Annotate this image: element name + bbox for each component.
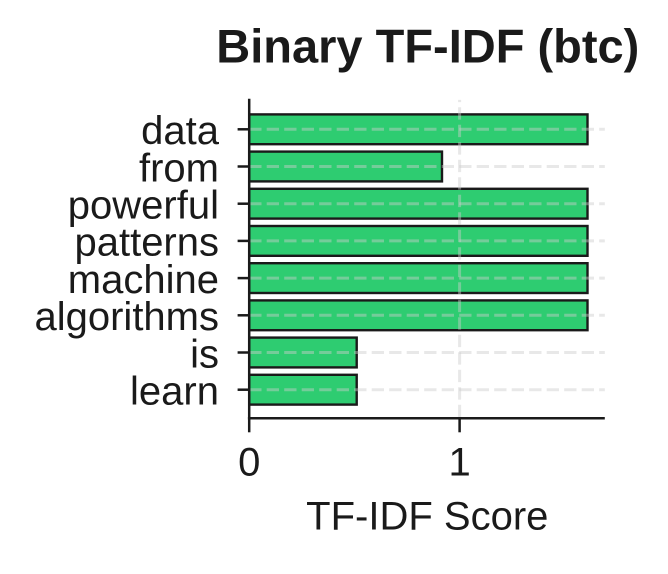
svg-text:1: 1 [448,441,470,485]
svg-text:patterns: patterns [74,221,219,265]
svg-text:data: data [141,109,220,153]
svg-text:is: is [190,332,219,376]
svg-text:algorithms: algorithms [34,295,219,339]
svg-text:learn: learn [130,370,219,414]
svg-text:machine: machine [68,258,219,302]
svg-text:0: 0 [238,441,260,485]
svg-text:TF-IDF Score: TF-IDF Score [306,494,548,538]
svg-text:powerful: powerful [68,184,219,228]
svg-text:Binary TF-IDF (btc): Binary TF-IDF (btc) [216,20,639,73]
svg-text:from: from [139,146,219,190]
